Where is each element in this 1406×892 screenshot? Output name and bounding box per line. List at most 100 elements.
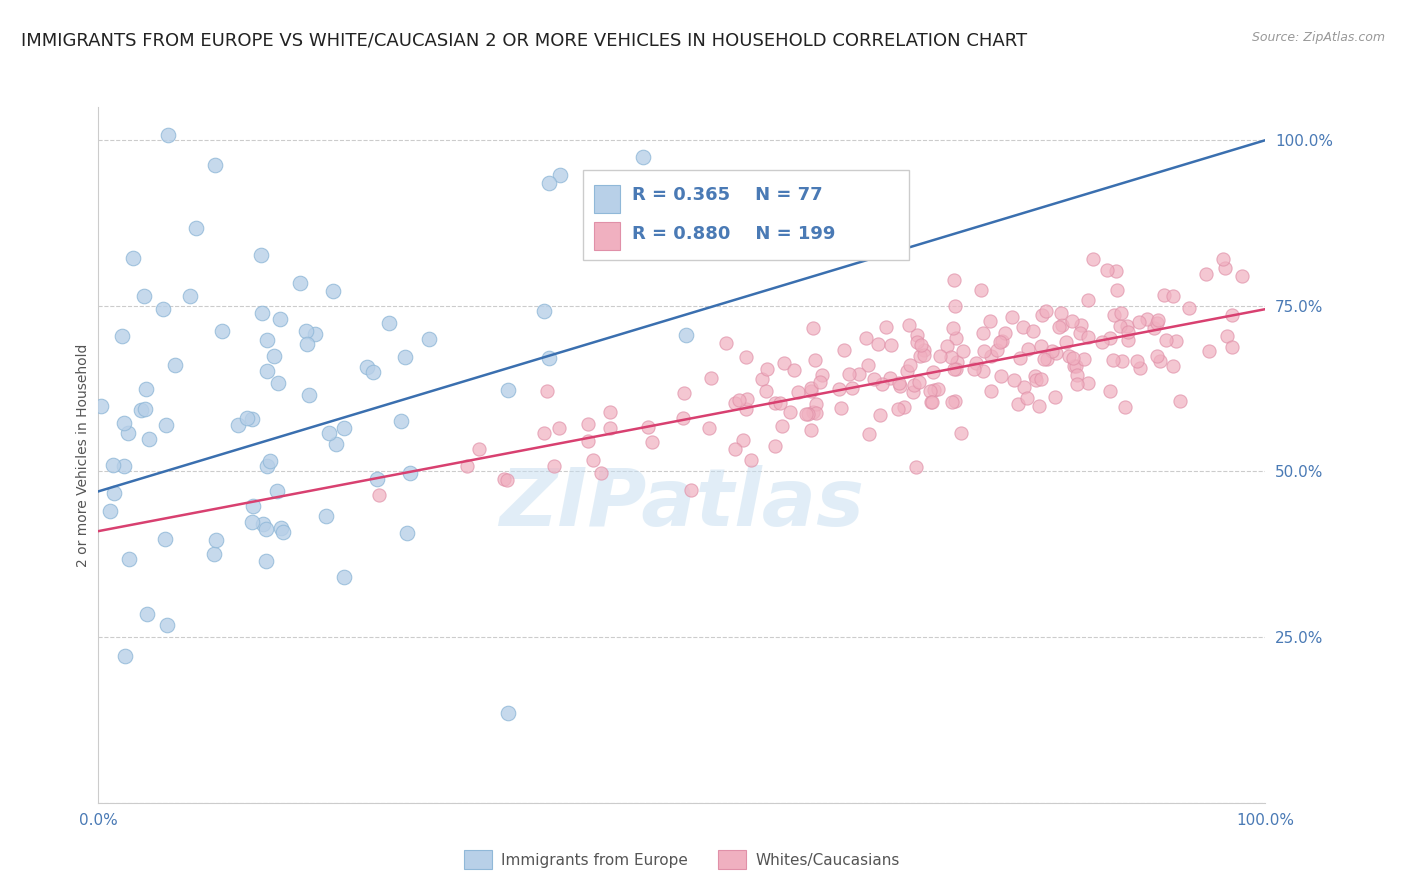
Point xyxy=(1012,319,1035,334)
Point xyxy=(986,343,1008,357)
Point xyxy=(700,371,723,385)
Point xyxy=(202,547,225,561)
Point xyxy=(731,433,754,447)
Point xyxy=(673,385,696,400)
Point xyxy=(318,425,340,440)
Point xyxy=(697,421,720,435)
Point xyxy=(929,349,952,363)
Point xyxy=(496,706,519,721)
Point xyxy=(943,299,966,313)
Point xyxy=(858,426,880,441)
Point xyxy=(1029,339,1052,353)
Point xyxy=(941,395,963,409)
Point xyxy=(256,459,278,474)
Point xyxy=(921,365,943,379)
Point xyxy=(1025,373,1047,387)
Point xyxy=(1077,293,1099,307)
Point xyxy=(808,375,831,389)
Point xyxy=(1128,315,1150,329)
Point xyxy=(236,411,259,425)
Point xyxy=(304,326,326,341)
Point xyxy=(1102,308,1125,322)
Point xyxy=(1153,288,1175,302)
Point xyxy=(828,383,851,397)
Point xyxy=(800,384,823,398)
Point xyxy=(1010,351,1032,366)
Point xyxy=(1017,392,1039,406)
Point xyxy=(211,324,233,338)
Point xyxy=(893,400,915,414)
Point xyxy=(250,305,273,319)
Point xyxy=(240,515,263,529)
Point xyxy=(204,159,226,173)
Point xyxy=(1002,373,1025,387)
Point xyxy=(879,371,901,385)
Point xyxy=(1066,377,1088,392)
Point xyxy=(728,393,751,408)
Point xyxy=(1161,359,1184,373)
Point xyxy=(114,416,136,430)
Point xyxy=(631,149,654,163)
Point xyxy=(806,406,828,420)
Point xyxy=(398,467,420,481)
Point xyxy=(724,396,747,410)
Point xyxy=(841,381,863,395)
Point xyxy=(811,368,834,383)
Point xyxy=(1136,311,1159,326)
Point xyxy=(637,419,659,434)
Point xyxy=(418,332,440,346)
Point xyxy=(495,473,517,487)
Point xyxy=(866,336,889,351)
Point xyxy=(156,617,179,632)
Point xyxy=(114,648,136,663)
Point xyxy=(367,488,389,502)
Point xyxy=(1178,301,1201,315)
Point xyxy=(1066,359,1088,373)
Bar xyxy=(595,185,620,213)
Point xyxy=(226,417,249,432)
Point xyxy=(1230,268,1253,283)
Point xyxy=(920,395,942,409)
Point xyxy=(1073,351,1095,366)
Point xyxy=(991,334,1014,349)
Point xyxy=(325,437,347,451)
Point xyxy=(1216,329,1239,343)
Point xyxy=(543,458,565,473)
Point xyxy=(1095,263,1118,277)
Point xyxy=(254,554,277,568)
Point xyxy=(927,382,949,396)
Point xyxy=(132,289,155,303)
Point xyxy=(1052,318,1074,332)
Point xyxy=(1047,319,1070,334)
Point xyxy=(536,384,558,399)
Point xyxy=(1111,306,1133,320)
Point xyxy=(1220,308,1243,322)
Legend: Immigrants from Europe, Whites/Caucasians: Immigrants from Europe, Whites/Caucasian… xyxy=(458,845,905,875)
Point xyxy=(153,532,176,546)
Point xyxy=(921,395,943,409)
Point xyxy=(1090,334,1112,349)
Point xyxy=(576,417,599,431)
Point xyxy=(591,467,613,481)
Point xyxy=(361,365,384,379)
Point xyxy=(969,283,991,297)
Point xyxy=(912,348,935,362)
Point xyxy=(1049,306,1071,320)
Point xyxy=(779,405,801,419)
Point xyxy=(271,525,294,540)
Point xyxy=(862,371,884,385)
Point xyxy=(910,338,932,352)
Point xyxy=(117,425,139,440)
FancyBboxPatch shape xyxy=(582,169,910,260)
Point xyxy=(1147,312,1170,326)
Point xyxy=(763,395,786,409)
Point xyxy=(1001,310,1024,325)
Point xyxy=(456,459,478,474)
Point xyxy=(1036,352,1059,367)
Point xyxy=(1146,316,1168,330)
Point xyxy=(389,414,412,428)
Point xyxy=(963,361,986,376)
Point xyxy=(770,418,793,433)
Point xyxy=(134,402,156,417)
Point xyxy=(801,405,824,419)
